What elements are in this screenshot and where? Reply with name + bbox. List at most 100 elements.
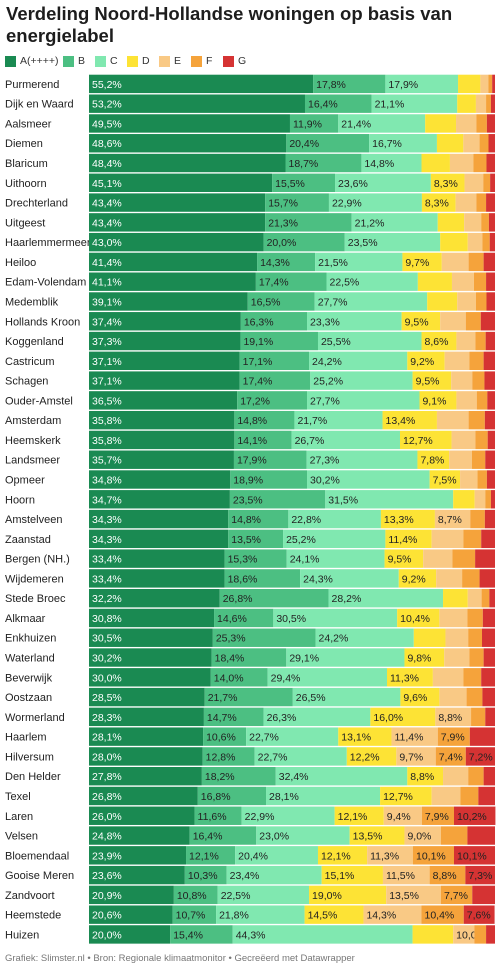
bar-segment [230, 470, 308, 489]
bar-segment [203, 707, 264, 727]
data-label: 45,1% [92, 178, 122, 190]
bar-row: Aalsmeer 49,5% 11,9% 21,4% [5, 114, 495, 133]
bar-row: Ouder-Amstel 36,5% 17,2% 27,7% 9,1% [5, 391, 495, 410]
bar-row: Edam-Volendam 41,1% 17,4% 22,5% [5, 272, 495, 291]
data-label: 7,9% [441, 732, 465, 744]
row-label: Haarlemmermeer [5, 237, 91, 249]
bar-segment [89, 588, 220, 608]
bar-segment [479, 134, 489, 153]
bar-segment [468, 767, 484, 786]
bar-segment [184, 865, 227, 885]
bar-row: Beverwijk 30,0% 14,0% 29,4% 11,3% [5, 668, 495, 687]
bar-segment [247, 292, 315, 311]
bar-segment [490, 490, 495, 509]
bar-segment [228, 509, 289, 529]
data-label: 11,6% [198, 811, 227, 823]
row-label: Schagen [5, 376, 48, 388]
bar-segment [292, 687, 401, 707]
bar-segment [483, 648, 495, 667]
bar-segment [417, 450, 450, 469]
data-label: 26,8% [92, 791, 122, 803]
data-label: 41,4% [92, 257, 122, 269]
row-label: Uitgeest [5, 217, 45, 229]
data-label: 15,1% [325, 870, 355, 882]
data-label: 55,2% [92, 79, 122, 91]
bar-segment [239, 351, 310, 371]
bar-segment [263, 232, 345, 252]
stacked-bar-chart: Purmerend 55,2% 17,8% 17,9% Dijk en Waard 53,… [5, 74, 496, 944]
bar-segment [463, 134, 480, 153]
row-label: Zandvoort [5, 890, 55, 902]
data-label: 41,1% [92, 277, 122, 289]
data-label: 9,0% [407, 831, 431, 843]
bar-segment [457, 292, 476, 311]
bar-segment [89, 173, 273, 192]
data-label: 53,2% [92, 99, 122, 111]
data-label: 37,4% [92, 316, 122, 328]
data-label: 27,7% [318, 296, 348, 308]
bar-segment [256, 826, 350, 845]
bar-segment [452, 549, 476, 568]
data-label: 22,8% [291, 514, 321, 526]
bar-segment [265, 193, 329, 212]
bar-segment [325, 490, 454, 509]
bar-segment [463, 905, 495, 924]
data-label: 48,4% [92, 158, 122, 170]
bar-segment [89, 292, 248, 311]
bar-segment [488, 134, 495, 153]
data-label: 29,4% [271, 672, 301, 684]
data-label: 15,5% [275, 178, 305, 190]
data-label: 49,5% [92, 118, 122, 130]
data-label: 9,5% [416, 376, 440, 388]
data-label: 17,1% [243, 356, 273, 368]
data-label: 16,8% [201, 791, 231, 803]
bar-segment [201, 767, 276, 786]
bar-segment [89, 668, 211, 687]
bar-segment [486, 292, 495, 311]
bar-segment [432, 668, 464, 687]
row-label: Wormerland [5, 712, 65, 724]
row-label: Ouder-Amstel [5, 395, 73, 407]
row-label: Diemen [5, 138, 43, 150]
bar-segment [421, 193, 456, 212]
bar-segment [419, 391, 457, 410]
bar-segment [483, 173, 491, 192]
bar-segment [285, 153, 362, 173]
row-label: Den Helder [5, 771, 61, 783]
bar-segment [474, 925, 487, 944]
data-label: 20,9% [92, 890, 122, 902]
data-label: 21,3% [268, 217, 298, 229]
legend-swatch [5, 55, 16, 67]
data-label: 12,1% [338, 811, 368, 823]
legend-label: C [110, 55, 118, 67]
bar-segment [89, 410, 235, 430]
bar-segment [186, 846, 236, 865]
bar-segment [443, 588, 468, 608]
data-label: 8,8% [438, 712, 462, 724]
bar-segment [235, 846, 318, 865]
bar-segment [288, 509, 381, 529]
data-label: 30,2% [310, 475, 340, 487]
row-label: Stede Broec [5, 593, 66, 605]
data-label: 17,4% [243, 376, 273, 388]
bar-segment [89, 509, 229, 529]
bar-segment [417, 272, 452, 291]
bar-segment [89, 490, 230, 509]
data-label: 11,5% [386, 870, 415, 882]
bar-segment [469, 727, 495, 746]
bar-segment [89, 232, 264, 252]
bar-segment [485, 450, 495, 469]
data-label: 21,8% [219, 910, 249, 922]
bar-segment [338, 727, 392, 746]
row-label: Landsmeer [5, 455, 60, 467]
data-label: 17,4% [259, 277, 289, 289]
bar-segment [484, 410, 495, 430]
data-label: 43,4% [92, 217, 122, 229]
bar-segment [361, 153, 422, 173]
row-label: Velsen [5, 831, 38, 843]
bar-row: Blaricum 48,4% 18,7% 14,8% [5, 153, 495, 173]
bar-segment [472, 371, 485, 390]
chart-footer: Grafiek: Slimster.nl • Bron: Regionale k… [5, 953, 355, 964]
data-label: 35,7% [92, 455, 122, 467]
bar-segment [397, 608, 440, 628]
